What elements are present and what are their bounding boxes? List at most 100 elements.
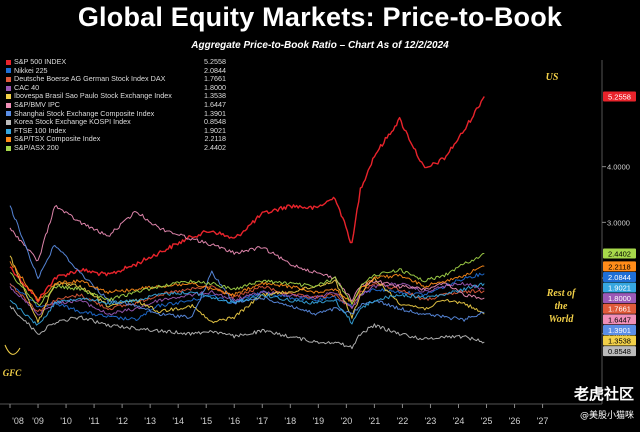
legend-value: 0.8548 [204,117,226,127]
end-value-badge [603,335,636,346]
series-line-korea-stock-exchange-kospi-index [9,305,485,350]
x-tick-label: '13 [144,416,156,426]
series-line-ftse-100-index [9,282,485,326]
legend-swatch [6,137,11,143]
annotation-gfc: GFC [3,368,23,378]
legend-swatch [6,68,11,74]
legend-value: 5.2558 [204,57,226,66]
x-tick-label: '21 [369,416,381,426]
legend-label: S&P/TSX Composite Index [14,135,101,144]
legend-swatch [6,85,11,91]
legend-value: 1.3538 [204,91,226,101]
end-value-label: 1.8000 [608,294,631,303]
end-value-badge [603,248,636,259]
legend-label: S&P/ASX 200 [14,143,59,152]
annotation-rest-of-world: the [555,301,568,312]
legend-label: Ibovespa Brasil Sao Paulo Stock Exchange… [14,92,172,101]
x-tick-label: '25 [481,416,493,426]
x-tick-label: '10 [60,416,72,426]
legend-label: Deutsche Boerse AG German Stock Index DA… [14,75,166,84]
x-tick-label: '18 [284,416,296,426]
end-value-badge [603,271,636,282]
legend-swatch [6,119,11,125]
x-tick-label: '17 [256,416,268,426]
end-value-label: 2.0844 [608,273,631,282]
watermark-brand: 老虎社区 [573,385,634,403]
legend-item: Ibovespa Brasil Sao Paulo Stock Exchange… [6,92,226,101]
legend: S&P 500 INDEX 5.2558 Nikkei 225 2.0844 Deuts… [6,57,226,153]
legend-swatch [6,76,11,82]
legend-item: Nikkei 225 2.0844 [6,66,226,76]
end-value-label: 1.9021 [608,284,631,293]
legend-label: S&P 500 INDEX [14,58,67,66]
x-tick-label: '27 [537,416,549,426]
series-line-s-p-bmv-ipc [9,205,485,302]
legend-item: S&P/TSX Composite Index 2.2118 [6,135,226,144]
end-value-badge [603,91,636,102]
series-line-shanghai-stock-exchange-composite-index [9,205,485,322]
legend-label: CAC 40 [14,83,40,92]
x-tick-label: '23 [425,416,437,426]
legend-label: FTSE 100 Index [14,126,66,135]
legend-value: 1.9021 [204,125,226,135]
legend-value: 1.7661 [204,74,226,84]
end-value-badge [603,346,636,357]
end-value-badge [603,261,636,272]
x-tick-label: '11 [89,416,100,426]
legend-swatch [6,59,11,65]
legend-swatch [6,145,11,151]
legend-item: Korea Stock Exchange KOSPI Index 0.8548 [6,118,226,127]
end-value-badge [603,303,636,314]
chart-title: Global Equity Markets: Price-to-Book [77,2,563,32]
legend-swatch [6,128,11,134]
series-line-s-p-500-index [9,96,485,303]
chart-subtitle: Aggregate Price-to-Book Ratio – Chart As… [191,40,449,51]
watermark-handle: @美股小猫咪 [579,411,634,421]
x-tick-label: '09 [32,416,44,426]
legend-item: S&P/ASX 200 2.4402 [6,143,226,153]
end-value-label: 1.7661 [608,305,631,314]
end-value-badge [603,282,636,293]
legend-value: 1.3901 [204,108,226,118]
legend-item: CAC 40 1.8000 [6,82,226,93]
legend-item: S&P 500 INDEX 5.2558 [6,57,226,67]
x-tick-label: '20 [340,416,352,426]
x-tick-label: '16 [228,416,240,426]
watermark: 老虎社区 @美股小猫咪 [574,383,634,421]
x-tick-label: '12 [116,416,128,426]
legend-label: S&P/BMV IPC [14,100,60,109]
annotation-us: US [546,72,559,83]
x-tick-label: '22 [397,416,409,426]
legend-swatch [6,111,11,117]
legend-value: 1.8000 [204,82,226,92]
legend-label: Shanghai Stock Exchange Composite Index [14,109,155,118]
legend-item: FTSE 100 Index 1.9021 [6,125,226,136]
series-line-s-p-asx-200 [9,253,485,307]
legend-item: S&P/BMV IPC 1.6447 [6,99,226,110]
y-tick-label: 4.0000 [607,163,630,172]
end-value-label: 2.4402 [608,250,631,259]
end-value-label: 0.8548 [608,347,631,356]
y-tick-label: 3.0000 [607,218,630,227]
end-value-label: 5.2558 [608,93,631,102]
end-value-badge [603,314,636,325]
end-value-badge [603,293,636,304]
series-line-nikkei-225 [9,272,485,321]
x-tick-label: '26 [509,416,521,426]
x-tick-label: '15 [200,416,212,426]
legend-value: 1.6447 [204,99,226,109]
series-line-cac-40 [9,281,485,316]
gfc-bracket [4,344,21,355]
legend-label: Nikkei 225 [14,66,48,75]
annotation-rest-of-world: World [549,314,575,325]
x-tick-label: '08 [12,416,24,426]
series-line-ibovespa-brasil-sao-paulo-stock-exchange-index [9,255,485,324]
x-tick-label: '24 [453,416,465,426]
legend-item: Deutsche Boerse AG German Stock Index DA… [6,75,226,84]
legend-swatch [6,94,11,100]
x-tick-label: '14 [172,416,184,426]
annotation-rest-of-world: Rest of [546,288,577,299]
end-value-label: 2.2118 [608,262,630,271]
